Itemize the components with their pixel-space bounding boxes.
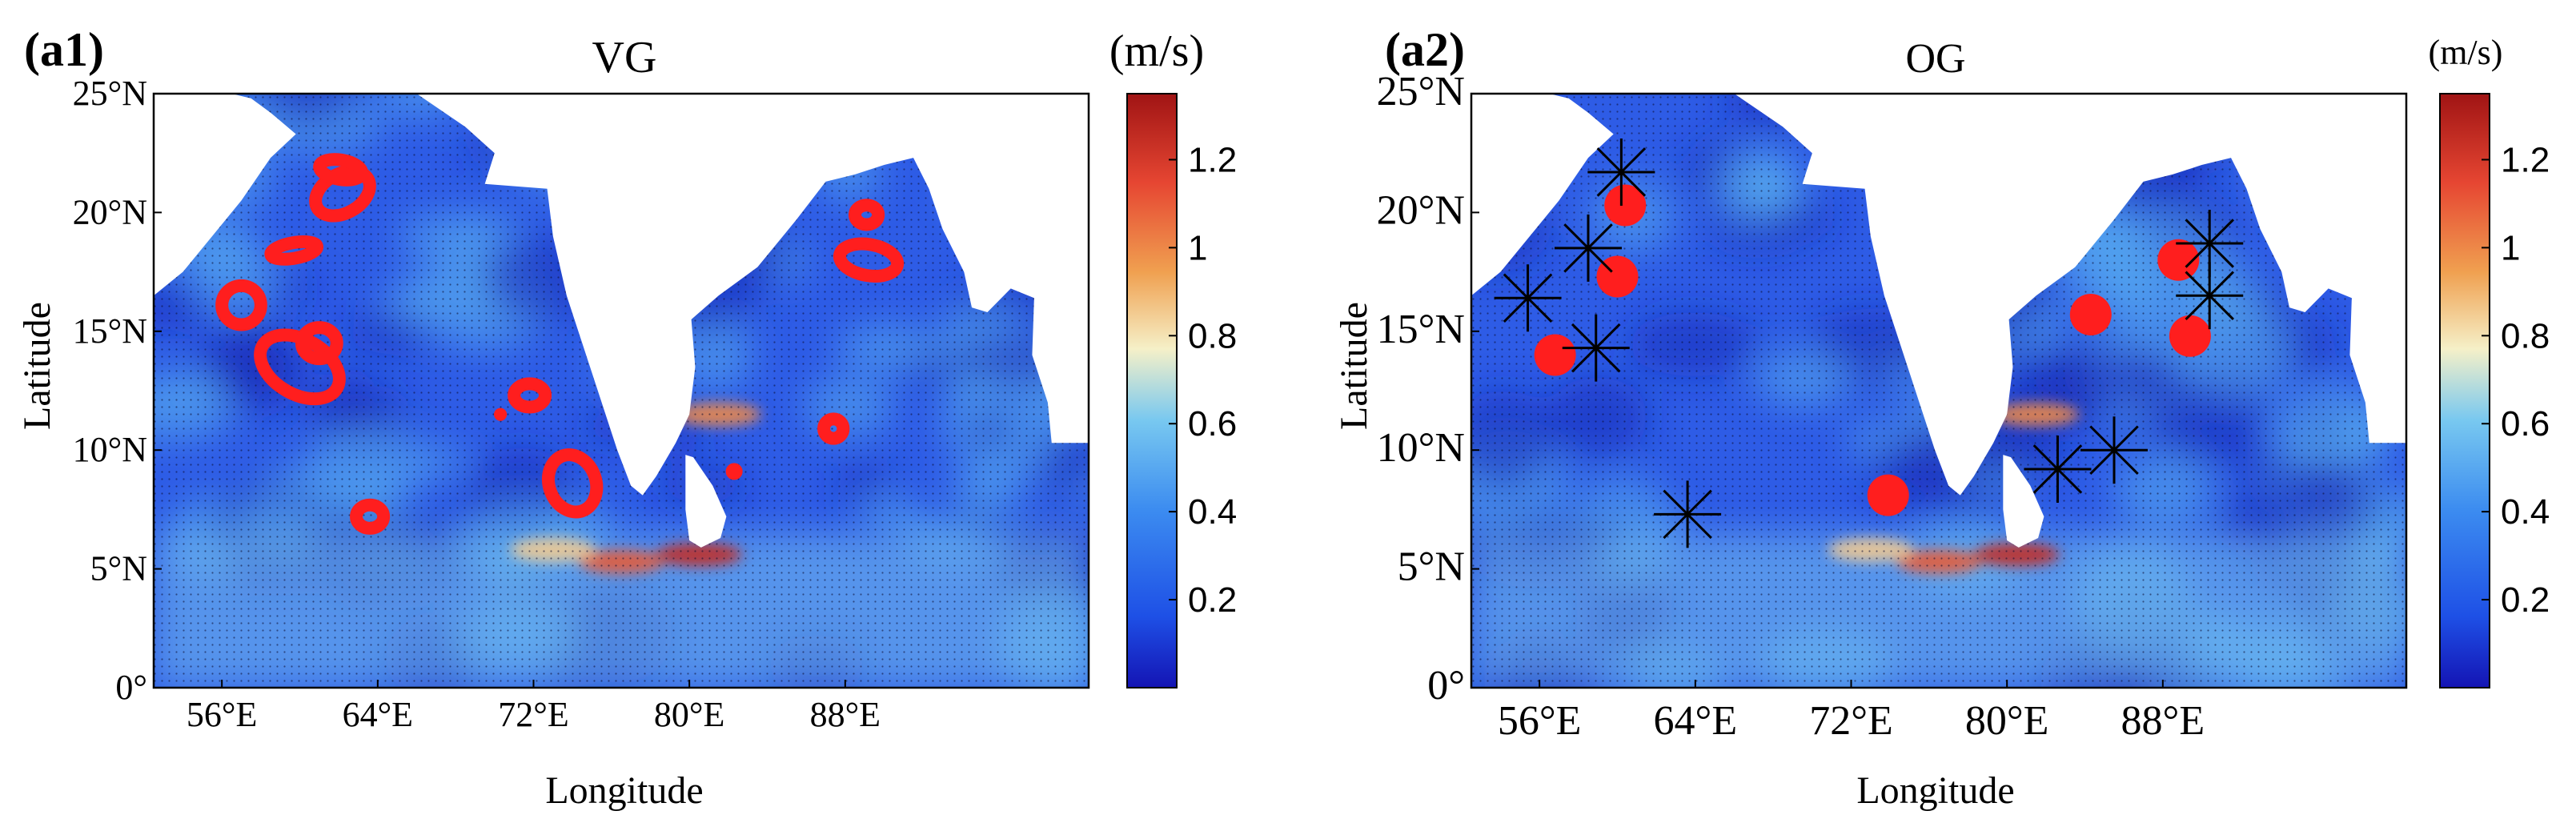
eddy-dot bbox=[1867, 474, 1909, 516]
eddy-contour bbox=[264, 235, 324, 266]
colorbar-tick-label: 1.2 bbox=[2501, 140, 2550, 179]
colorbar-tick-label: 1 bbox=[2501, 228, 2520, 267]
eddy-contours bbox=[215, 153, 905, 535]
y-tick-label: 5°N bbox=[1398, 544, 1465, 590]
eddy-star bbox=[1654, 480, 1722, 548]
colorbar-tick-label: 0.6 bbox=[1188, 404, 1237, 444]
y-tick-label: 25°N bbox=[73, 74, 147, 113]
x-tick-label: 88°E bbox=[810, 695, 881, 734]
x-tick-label: 72°E bbox=[498, 695, 568, 734]
colorbar-tick-label: 0.6 bbox=[2501, 404, 2550, 444]
plot-frame bbox=[152, 92, 1090, 689]
x-axis-label: Longitude bbox=[545, 769, 703, 812]
eddy-dot bbox=[2169, 315, 2211, 357]
land-mask bbox=[416, 94, 1089, 496]
y-axis-label: Latitude bbox=[1333, 302, 1375, 430]
chart-title: OG bbox=[1905, 36, 1965, 82]
x-tick-label: 80°E bbox=[654, 695, 724, 734]
colorbar-ticks: 0.2 0.4 0.6 0.8 1 1.2 bbox=[2482, 140, 2550, 620]
land-mask bbox=[685, 455, 727, 548]
x-tick-label: 88°E bbox=[2121, 698, 2205, 744]
colorbar-tick-label: 0.2 bbox=[2501, 580, 2550, 620]
colorbar bbox=[1126, 93, 1178, 688]
colorbar-label: (m/s) bbox=[2429, 33, 2503, 72]
y-tick-label: 0° bbox=[115, 668, 147, 707]
map-area bbox=[1471, 94, 2406, 688]
land-mask bbox=[1734, 94, 2406, 496]
eddy-dot bbox=[2069, 294, 2112, 336]
eddy-star bbox=[2024, 435, 2092, 503]
eddy-contour bbox=[313, 153, 369, 187]
eddy-contour bbox=[725, 463, 743, 480]
eddy-contour bbox=[849, 199, 885, 231]
x-tick-label: 56°E bbox=[187, 695, 257, 734]
colorbar-ticks: 0.2 0.4 0.6 0.8 1 1.2 bbox=[1169, 140, 1237, 620]
y-tick-label: 15°N bbox=[73, 311, 147, 351]
x-tick-labels: 56°E 64°E 72°E 80°E 88°E bbox=[1498, 680, 2205, 744]
plot-frame bbox=[1470, 92, 2408, 689]
land-mask bbox=[2003, 455, 2044, 548]
x-tick-label: 72°E bbox=[1809, 698, 1893, 744]
eddy-contour bbox=[295, 321, 343, 366]
eddy-contour bbox=[817, 412, 850, 445]
eddy-contour bbox=[542, 448, 604, 519]
x-tick-labels: 56°E 64°E 72°E 80°E 88°E bbox=[187, 680, 881, 734]
x-tick-label: 64°E bbox=[343, 695, 413, 734]
eddy-contour bbox=[833, 237, 905, 283]
eddy-contour bbox=[508, 377, 552, 414]
panel-label: (a1) bbox=[24, 23, 104, 76]
eddy-contour bbox=[254, 328, 346, 406]
y-tick-labels: 0° 5°N 10°N 15°N 20°N 25°N bbox=[1377, 69, 1479, 709]
panel-vg: (a1) VG 56°E 64°E 72°E 80°E 88°E 0°5°N10°N15… bbox=[16, 23, 1237, 812]
eddy-contour bbox=[215, 279, 267, 331]
eddy-dot bbox=[2157, 239, 2200, 281]
colorbar-tick-label: 0.2 bbox=[1188, 580, 1237, 620]
colorbar bbox=[2439, 93, 2490, 688]
panel-og: (a2) OG 56°E 64°E 72°E 80°E 88°E 0°5°N10°N15… bbox=[1333, 23, 2550, 812]
eddy-dot bbox=[1604, 184, 1647, 227]
eddy-contour bbox=[494, 407, 508, 421]
x-tick-label: 80°E bbox=[1965, 698, 2049, 744]
x-axis-label: Longitude bbox=[1856, 769, 2014, 812]
colorbar-tick-label: 1 bbox=[1188, 228, 1207, 267]
y-tick-label: 20°N bbox=[1377, 187, 1465, 233]
chart-title: VG bbox=[592, 33, 657, 82]
land-mask bbox=[1471, 94, 1614, 296]
colorbar-label: (m/s) bbox=[1109, 26, 1204, 76]
eddy-star bbox=[1494, 264, 1562, 332]
eddy-star bbox=[1587, 138, 1655, 206]
y-tick-label: 15°N bbox=[1377, 307, 1465, 352]
eddy-star bbox=[1562, 314, 1630, 382]
eddy-star bbox=[2176, 262, 2244, 330]
colorbar-tick-label: 0.4 bbox=[1188, 492, 1237, 532]
eddy-star bbox=[1555, 214, 1622, 282]
eddy-star bbox=[2176, 209, 2244, 277]
panel-label: (a2) bbox=[1385, 23, 1465, 76]
x-tick-label: 64°E bbox=[1654, 698, 1738, 744]
colorbar-tick-label: 1.2 bbox=[1188, 140, 1237, 179]
y-tick-label: 20°N bbox=[73, 192, 147, 231]
y-tick-label: 10°N bbox=[1377, 425, 1465, 471]
eddy-contour bbox=[350, 498, 391, 535]
eddy-markers bbox=[1494, 138, 2244, 548]
x-tick-label: 56°E bbox=[1498, 698, 1582, 744]
y-tick-label: 0° bbox=[1427, 663, 1465, 709]
colorbar-tick-label: 0.4 bbox=[2501, 492, 2550, 532]
land-mask bbox=[154, 94, 296, 296]
colorbar-tick-label: 0.8 bbox=[2501, 316, 2550, 355]
colorbar-tick-label: 0.8 bbox=[1188, 316, 1237, 355]
y-tick-label: 10°N bbox=[73, 430, 147, 469]
y-tick-label: 5°N bbox=[90, 549, 147, 588]
eddy-star bbox=[2080, 416, 2148, 484]
y-tick-label: 25°N bbox=[1377, 69, 1465, 114]
y-axis-label: Latitude bbox=[16, 302, 58, 430]
eddy-dot bbox=[1534, 334, 1576, 376]
y-tick-labels: 0° 5°N 10°N 15°N 20°N 25°N bbox=[73, 74, 162, 707]
